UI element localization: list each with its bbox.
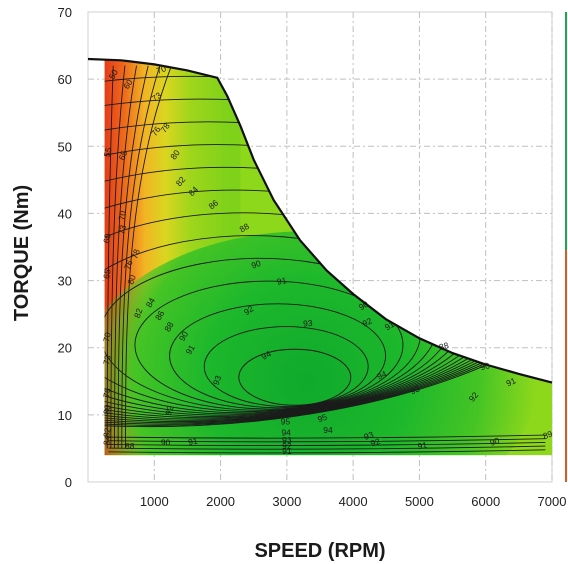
- x-tick-label: 7000: [538, 494, 567, 509]
- contour-label: 70: [155, 63, 168, 76]
- contour-label: 70: [101, 331, 113, 342]
- x-tick-label: 2000: [206, 494, 235, 509]
- y-tick-label: 50: [58, 139, 72, 154]
- contour-label: 93: [211, 374, 224, 387]
- contour-bottom-band: [108, 449, 546, 454]
- contour-label: 95: [281, 416, 291, 426]
- contour-label: 93: [408, 383, 421, 396]
- contour-label: 84: [144, 296, 158, 309]
- contour-label: 91: [187, 436, 198, 448]
- contour-label: 91: [383, 319, 396, 333]
- axis-ticks: 1000 2000 3000 4000 5000 6000 7000 0 10 20 30 40 50 6…: [58, 5, 567, 509]
- contour-label: 92: [163, 404, 176, 417]
- contour-label: 86: [153, 309, 167, 322]
- contour-label: 93: [363, 429, 376, 442]
- contour-label: 76: [101, 387, 113, 398]
- contour-label: 94: [260, 348, 273, 362]
- contour-label: 88: [438, 340, 450, 352]
- y-tick-label: 10: [58, 408, 72, 423]
- contour-label: 60: [101, 233, 113, 244]
- torque-envelope-line: [87, 57, 553, 384]
- y-tick-label: 40: [58, 206, 72, 221]
- x-axis-title: SPEED (RPM): [254, 540, 385, 562]
- contour-label: 82: [101, 427, 113, 438]
- y-axis-title: TORQUE (Nm): [11, 185, 33, 321]
- contour-label: 65: [117, 149, 130, 162]
- contour-label: 91: [505, 375, 518, 388]
- contour-label: 93: [303, 318, 314, 329]
- contour-65: [104, 59, 553, 425]
- contour-label: 90: [357, 299, 370, 313]
- x-tick-label: 3000: [272, 494, 301, 509]
- contour-95: [238, 348, 352, 406]
- contour-label: 50: [107, 67, 121, 80]
- contour-label: 78: [129, 248, 142, 261]
- y-tick-label: 60: [58, 72, 72, 87]
- contour-label: 90: [177, 329, 191, 342]
- x-tick-label: 5000: [405, 494, 434, 509]
- contour-label: 91: [417, 440, 428, 452]
- contour-left-band: [114, 65, 137, 449]
- contour-73: [104, 59, 553, 423]
- contour-label: 90: [488, 435, 501, 448]
- y-tick-label: 70: [58, 5, 72, 20]
- contour-bottom-band: [108, 445, 546, 450]
- contour-label: 91: [276, 275, 287, 287]
- contour-left-band: [121, 65, 161, 449]
- contour-label: 82: [132, 307, 145, 320]
- contour-label: 91: [282, 446, 292, 456]
- contour-label: 91: [183, 343, 197, 356]
- contour-70: [104, 59, 553, 424]
- contour-76: [104, 75, 553, 421]
- contour-label: 89: [542, 428, 555, 441]
- contour-left-band: [117, 65, 149, 449]
- contour-60: [104, 59, 553, 426]
- contour-label: 80: [101, 404, 113, 415]
- contour-label: 80: [125, 273, 138, 286]
- contour-label: 76: [122, 258, 135, 271]
- contour-50: [104, 59, 553, 428]
- y-tick-label: 0: [65, 475, 72, 490]
- contour-label: 94: [375, 369, 388, 382]
- contour-label: 92: [361, 316, 374, 329]
- contour-label: 90: [161, 438, 171, 448]
- contour-left-band: [110, 65, 126, 449]
- contour-94: [203, 326, 369, 407]
- contour-label: 94: [281, 428, 291, 438]
- x-tick-label: 1000: [140, 494, 169, 509]
- x-tick-label: 6000: [471, 494, 500, 509]
- contour-label: 70: [116, 210, 128, 221]
- contour-left-band: [106, 65, 114, 449]
- contour-label: 92: [369, 436, 382, 449]
- y-tick-label: 20: [58, 341, 72, 356]
- contour-label: 92: [282, 441, 292, 451]
- contour-bottom-band: [108, 434, 546, 439]
- y-tick-label: 30: [58, 274, 72, 289]
- contour-label: 88: [238, 221, 251, 235]
- contour-bottom-band: [108, 438, 546, 443]
- contour-label: 73: [101, 354, 113, 365]
- x-tick-label: 4000: [339, 494, 368, 509]
- contour-label: 90: [479, 360, 491, 372]
- contour-label: 84: [101, 435, 113, 446]
- contour-left-band: [125, 65, 172, 449]
- contour-label: 94: [323, 425, 333, 435]
- contour-bottom-band: [108, 441, 546, 446]
- contour-label: 88: [125, 441, 135, 451]
- contour-label: 93: [282, 435, 292, 445]
- contour-label: 95: [316, 412, 329, 425]
- contour-93: [169, 303, 387, 409]
- contour-label: 73: [116, 224, 128, 235]
- contour-92: [134, 280, 404, 410]
- contour-label: 88: [162, 320, 176, 333]
- contour-label: 55: [102, 146, 114, 158]
- contour-label: 65: [101, 268, 113, 279]
- contour-label: 90: [250, 258, 263, 271]
